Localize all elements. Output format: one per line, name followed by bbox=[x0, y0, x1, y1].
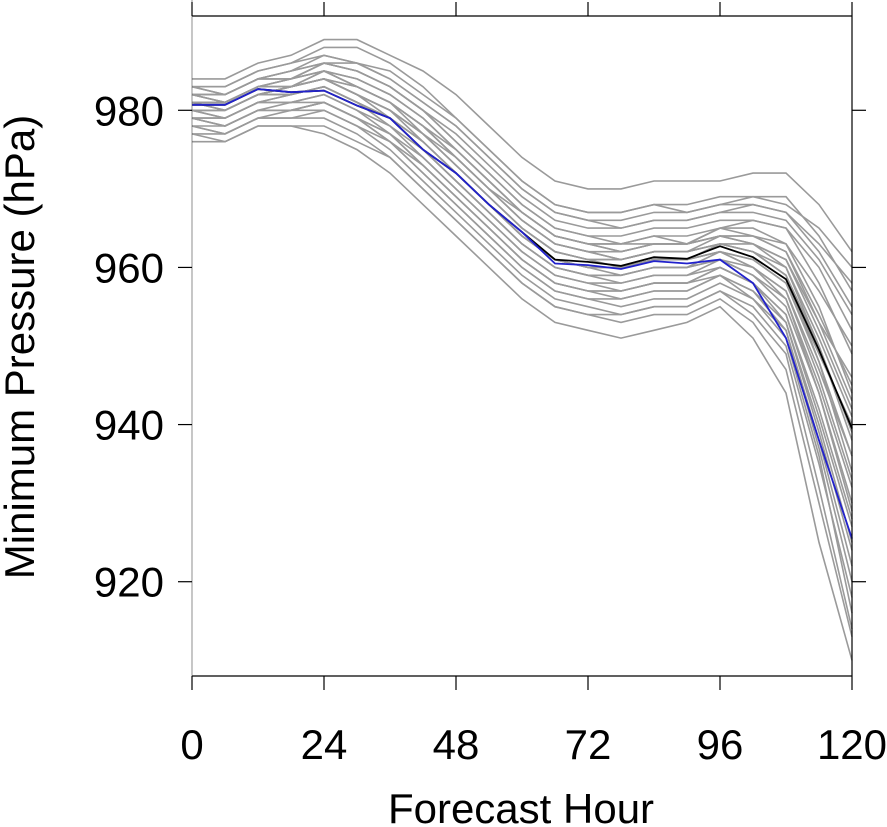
y-axis-title: Minimum Pressure (hPa) bbox=[0, 115, 43, 579]
x-tick-label: 120 bbox=[817, 721, 887, 768]
ensemble-member-line-19 bbox=[192, 38, 853, 253]
ensemble-member-line-20 bbox=[192, 125, 853, 661]
y-tick-label: 920 bbox=[94, 559, 164, 606]
ensemble-member-line-8 bbox=[192, 85, 853, 504]
x-tick-label: 0 bbox=[180, 721, 203, 768]
ensemble-member-line-36 bbox=[191, 101, 853, 520]
plot-frame bbox=[191, 0, 853, 677]
ensemble-member-line-35 bbox=[191, 62, 853, 284]
x-tick-label: 48 bbox=[433, 721, 480, 768]
ensemble-member-line-27 bbox=[191, 78, 853, 433]
ensemble-member-line-2 bbox=[191, 85, 853, 457]
ensemble-member-line-23 bbox=[192, 93, 853, 543]
ensemble-member-line-26 bbox=[191, 109, 853, 582]
ensemble-member-line-30 bbox=[192, 85, 853, 457]
ensemble-member-line-21 bbox=[192, 78, 853, 418]
ensemble-member-line-15 bbox=[192, 62, 853, 355]
ensemble-member-line-25 bbox=[192, 54, 853, 268]
ensemble-member-line-28 bbox=[192, 62, 853, 316]
x-tick-label: 96 bbox=[697, 721, 744, 768]
ensemble-member-line-16 bbox=[192, 101, 853, 614]
ensemble-member-line-6 bbox=[191, 109, 853, 598]
y-tick-label: 960 bbox=[94, 244, 164, 291]
y-tick-label: 980 bbox=[94, 87, 164, 134]
ensemble-member-line-5 bbox=[192, 46, 853, 292]
blue-highlight-line bbox=[192, 88, 853, 539]
ensemble-member-line-34 bbox=[192, 78, 853, 512]
ensemble-member-line-18 bbox=[191, 85, 853, 488]
tick-layer: 0 24 48 72 96 120 920 940 960 980 bbox=[94, 2, 887, 768]
ensemble-member-line-31 bbox=[191, 70, 853, 410]
ensemble-member-line-29 bbox=[191, 101, 853, 551]
x-tick-label: 72 bbox=[565, 721, 612, 768]
ensemble-member-line-10 bbox=[191, 125, 853, 637]
ensemble-member-line-32 bbox=[192, 117, 853, 630]
y-tick-label: 940 bbox=[94, 402, 164, 449]
x-axis-title: Forecast Hour bbox=[388, 785, 654, 827]
series-layer bbox=[191, 38, 853, 661]
x-tick-label: 24 bbox=[301, 721, 348, 768]
ensemble-member-line-13 bbox=[192, 93, 853, 567]
ensemble-member-line-22 bbox=[191, 70, 853, 347]
